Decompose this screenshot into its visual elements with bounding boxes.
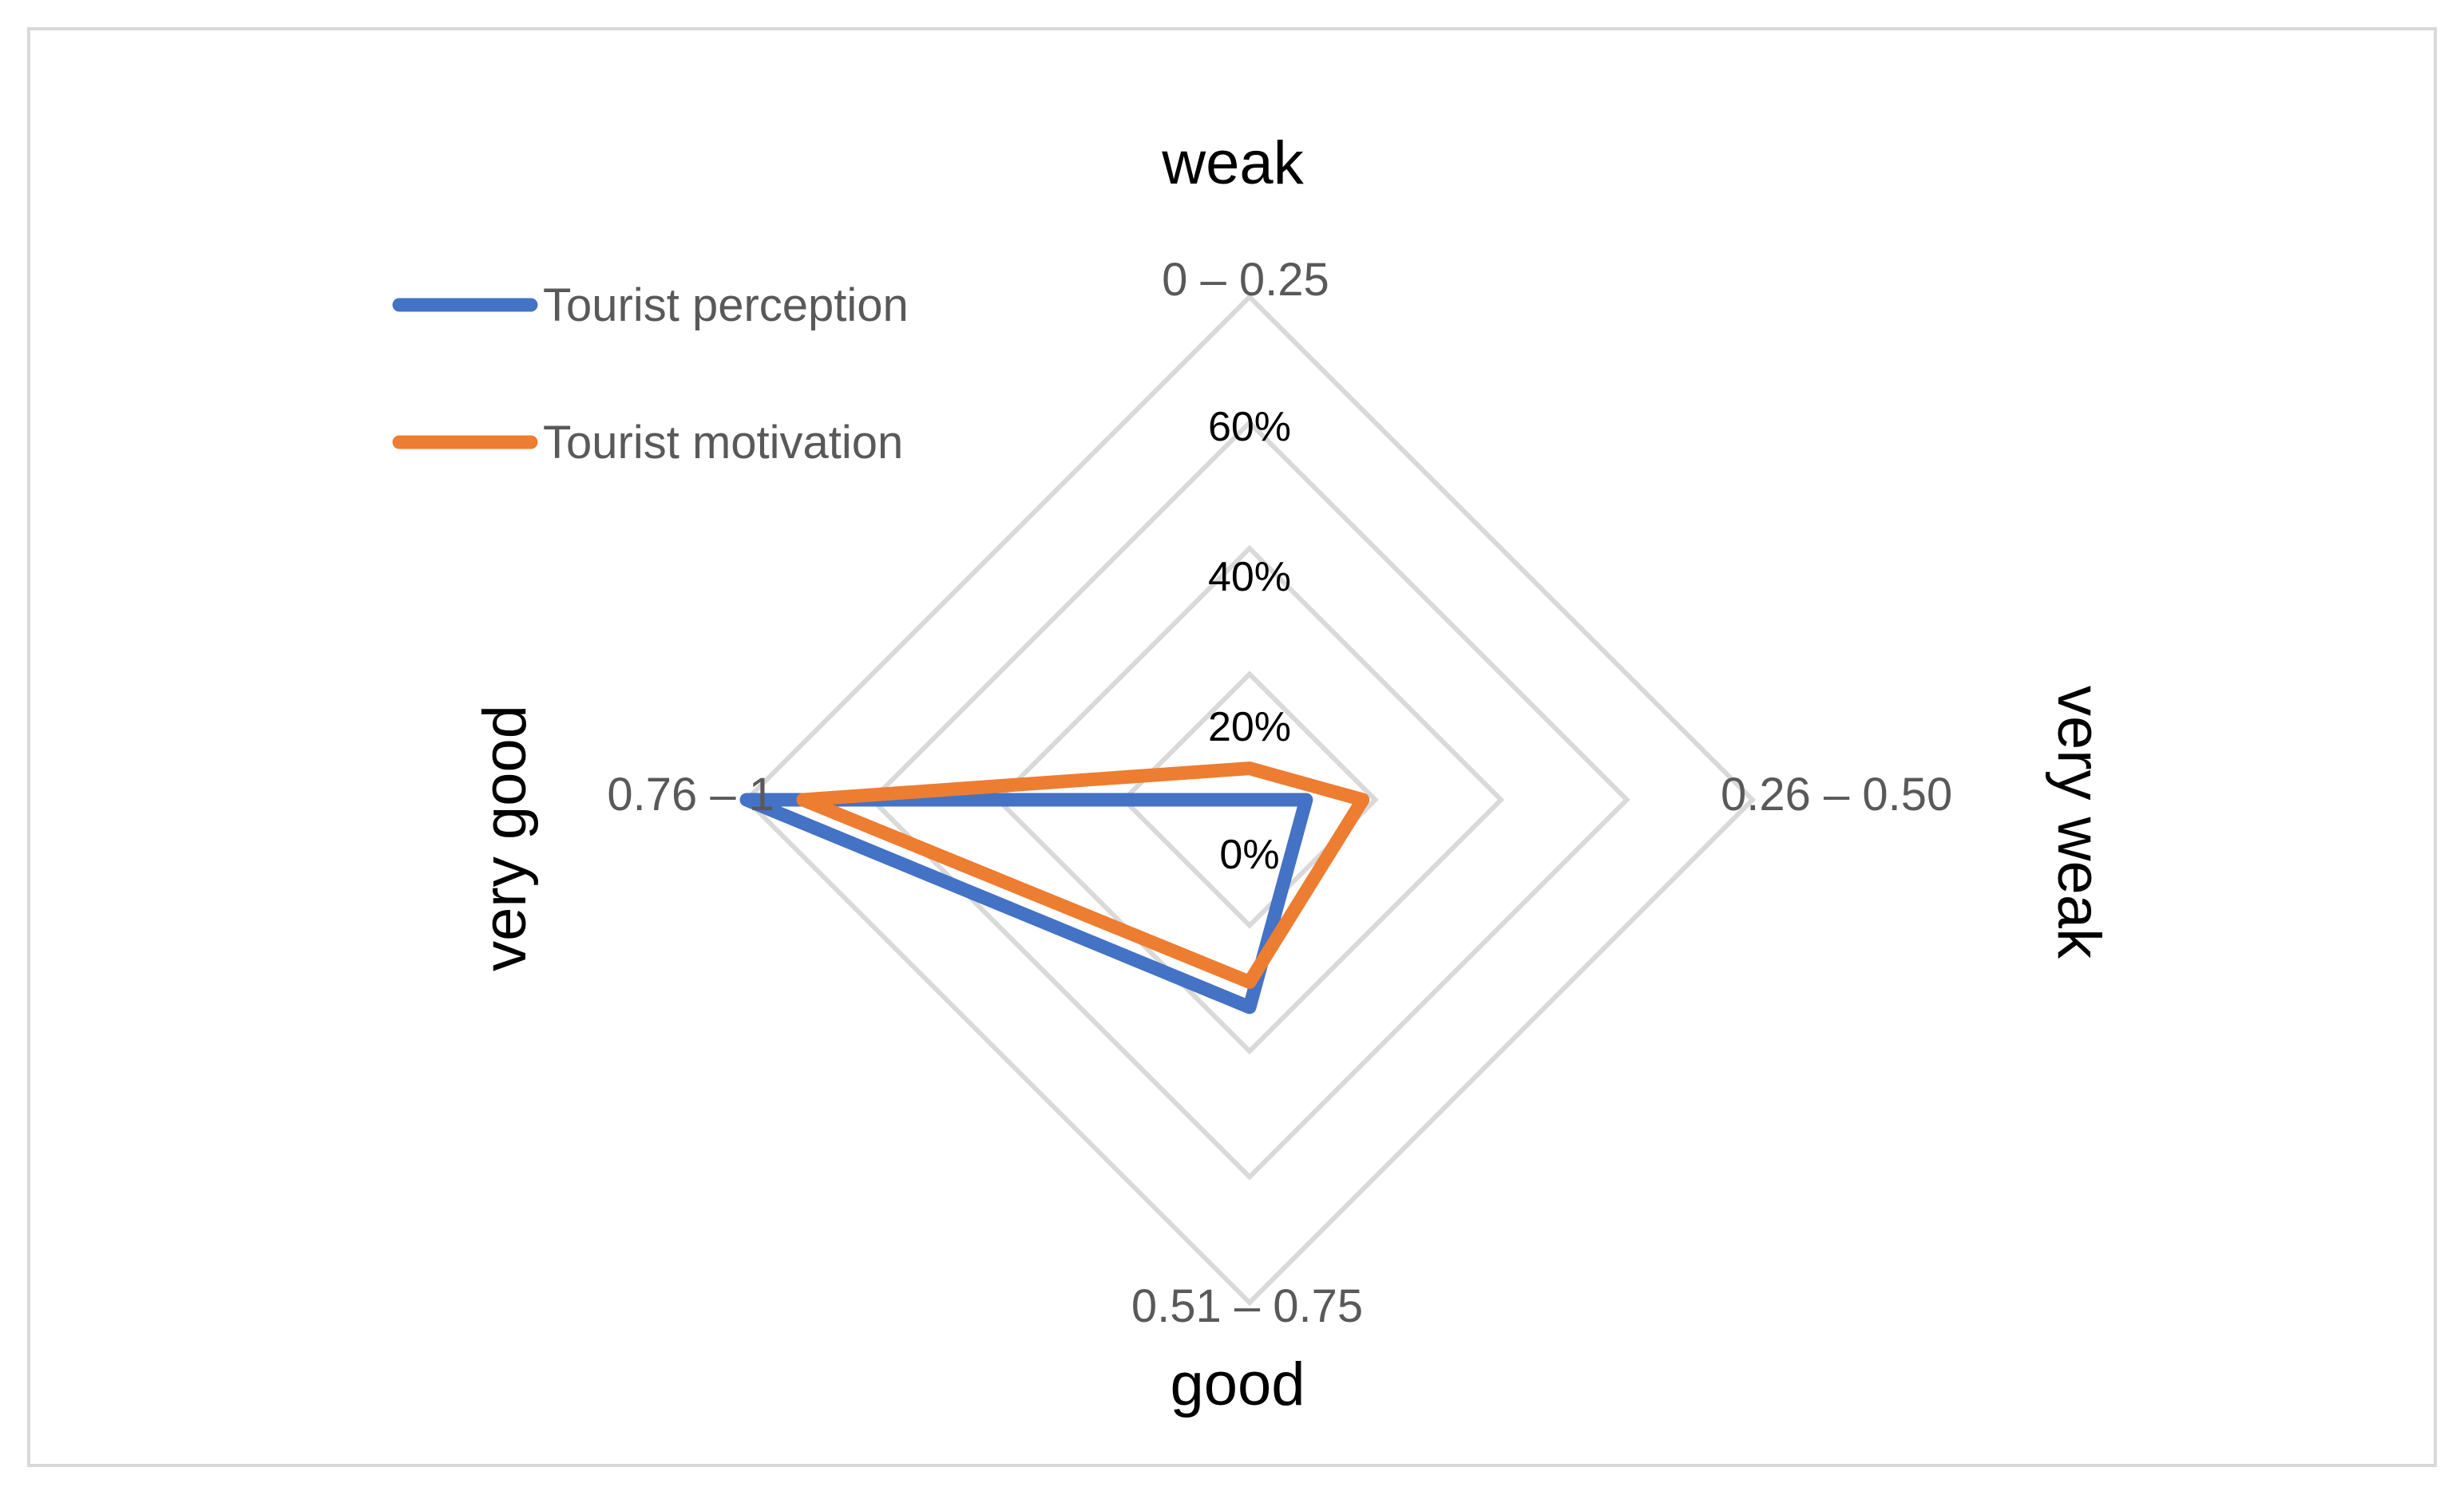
ring-label-20: 20% (1208, 704, 1291, 750)
legend-label-motivation: Tourist motivation (543, 417, 903, 469)
rating-label-good: good (1170, 1351, 1305, 1418)
axis-label-0.26-0.50: 0.26 – 0.50 (1721, 769, 1952, 821)
rating-label-very-weak: very weak (2045, 686, 2113, 959)
grid-ring-80 (743, 293, 1757, 1307)
legend: Tourist perception Tourist motivation (392, 279, 909, 469)
chart-frame (27, 27, 2437, 1467)
grid-ring-40 (994, 544, 1505, 1055)
series-layer (739, 761, 1370, 1014)
ring-label-0: 0% (1219, 832, 1279, 878)
axis-label-0.76-1: 0.76 – 1 (607, 769, 774, 821)
axis-label-0.51-0.75: 0.51 – 0.75 (1131, 1280, 1363, 1332)
series-tourist-motivation (796, 761, 1370, 989)
rating-label-weak: weak (1161, 129, 1304, 197)
series-tourist-perception (739, 793, 1313, 1014)
grid-ring-60 (869, 419, 1630, 1181)
axis-label-0-0.25: 0 – 0.25 (1162, 254, 1329, 306)
rating-label-very-good: very good (471, 705, 539, 971)
legend-label-perception: Tourist perception (543, 279, 909, 331)
grid-ring-20 (1120, 670, 1379, 929)
ring-label-40: 40% (1208, 554, 1291, 600)
radar-grid (743, 293, 1757, 1307)
ring-label-60: 60% (1208, 404, 1291, 450)
